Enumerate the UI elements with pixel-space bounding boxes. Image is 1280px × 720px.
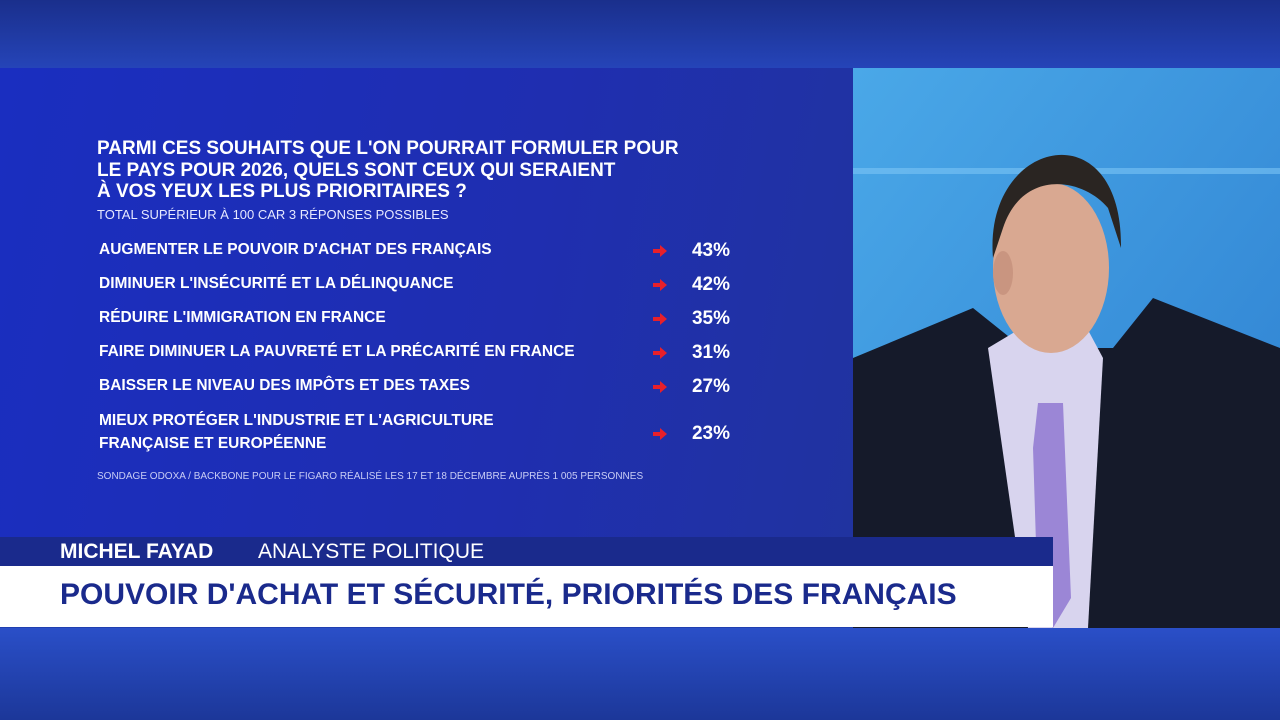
arrow bbox=[653, 381, 667, 393]
row-value: 42% bbox=[691, 274, 730, 295]
arrow bbox=[653, 427, 667, 440]
arrow bbox=[653, 313, 667, 325]
speaker-role: ANALYSTE POLITIQUE bbox=[258, 540, 485, 563]
speaker-name: MICHEL FAYAD bbox=[60, 540, 214, 563]
row-value: 35% bbox=[691, 308, 730, 329]
row-value: 43% bbox=[691, 240, 730, 261]
arrow bbox=[653, 347, 667, 359]
row-label: FRANÇAISE ET EUROPÉENNE bbox=[99, 435, 327, 452]
arrow bbox=[653, 279, 667, 291]
bottom-bar bbox=[0, 628, 1280, 720]
top-bar bbox=[0, 0, 1280, 68]
row-label: BAISSER LE NIVEAU DES IMPÔTS ET DES TAXE… bbox=[99, 377, 470, 394]
row-label: AUGMENTER LE POUVOIR D'ACHAT DES FRANÇAI… bbox=[99, 241, 492, 258]
row-value: 27% bbox=[691, 376, 730, 397]
row-value: 31% bbox=[691, 342, 730, 363]
row-label: FAIRE DIMINUER LA PAUVRETÉ ET LA PRÉCARI… bbox=[99, 343, 575, 360]
row-value: 23% bbox=[691, 422, 730, 444]
row-label: MIEUX PROTÉGER L'INDUSTRIE ET L'AGRICULT… bbox=[99, 412, 494, 429]
arrow bbox=[653, 245, 667, 257]
source: SONDAGE ODOXA / BACKBONE POUR LE FIGARO … bbox=[97, 471, 644, 482]
name-bar bbox=[0, 537, 1053, 566]
row-label: RÉDUIRE L'IMMIGRATION EN FRANCE bbox=[99, 309, 386, 326]
poll-panel bbox=[0, 68, 853, 537]
note: TOTAL SUPÉRIEUR À 100 CAR 3 RÉPONSES POS… bbox=[97, 207, 449, 222]
question: PARMI CES SOUHAITS QUE L'ON POURRAIT FOR… bbox=[97, 138, 679, 159]
headline-band bbox=[0, 566, 1053, 627]
question: LE PAYS POUR 2026, QUELS SONT CEUX QUI S… bbox=[97, 160, 616, 181]
headline: POUVOIR D'ACHAT ET SÉCURITÉ, PRIORITÉS D… bbox=[60, 578, 957, 611]
question: À VOS YEUX LES PLUS PRIORITAIRES ? bbox=[97, 181, 467, 202]
row-label: DIMINUER L'INSÉCURITÉ ET LA DÉLINQUANCE bbox=[99, 275, 454, 292]
